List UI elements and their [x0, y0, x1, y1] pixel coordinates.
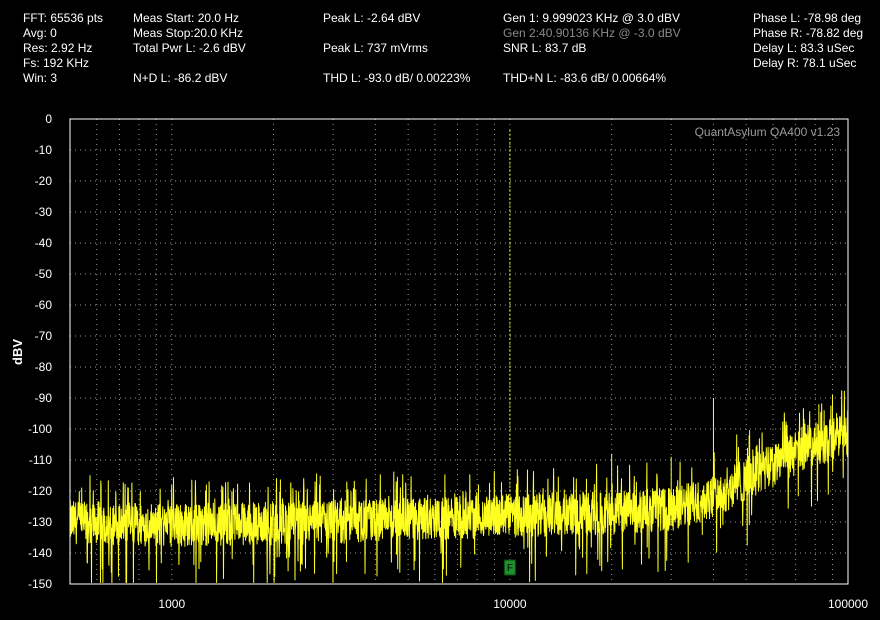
- harmonic-peaks: [509, 128, 834, 516]
- marker-box[interactable]: [503, 559, 516, 576]
- watermark-label: QuantAsylum QA400 v1.23: [695, 125, 841, 139]
- x-tick-label: 1000: [158, 597, 185, 611]
- y-tick-label: -40: [35, 236, 53, 250]
- x-tick-label: 100000: [828, 597, 868, 611]
- y-tick-label: -50: [35, 267, 53, 281]
- marker-label: F: [507, 563, 513, 574]
- stat-total-pwr: Total Pwr L: -2.6 dBV: [133, 41, 246, 55]
- stat-fs: Fs: 192 KHz: [23, 56, 90, 70]
- stat-peak-dbv: Peak L: -2.64 dBV: [323, 11, 421, 25]
- stat-thd: THD L: -93.0 dB/ 0.00223%: [323, 71, 471, 85]
- y-tick-label: -110: [29, 453, 52, 467]
- spectrum-trace: [69, 390, 849, 583]
- y-tick-label: -100: [28, 422, 52, 436]
- plot-frame: [69, 118, 849, 585]
- trace-line: [69, 390, 849, 583]
- y-tick-label: -10: [35, 143, 53, 157]
- stat-peak-mvrms: Peak L: 737 mVrms: [323, 41, 428, 55]
- stat-win: Win: 3: [23, 71, 58, 85]
- y-tick-label: -140: [28, 546, 52, 560]
- y-tick-label: 0: [45, 112, 52, 126]
- stat-delay-r: Delay R: 78.1 uSec: [753, 56, 857, 70]
- y-axis-ticks: 0 -10 -20 -30 -40 -50 -60 -70 -80 -90 -100 -110 -120…: [28, 112, 52, 591]
- stat-avg: Avg: 0: [23, 26, 57, 40]
- stat-meas-start: Meas Start: 20.0 Hz: [133, 11, 240, 25]
- stat-gen2: Gen 2:40.90136 KHz @ -3.0 dBV: [503, 26, 681, 40]
- y-axis-label: dBV: [10, 339, 25, 365]
- y-tick-label: -150: [28, 577, 52, 591]
- stat-phase-r: Phase R: -78.82 deg: [753, 26, 864, 40]
- stat-gen1: Gen 1: 9.999023 KHz @ 3.0 dBV: [503, 11, 680, 25]
- y-tick-label: -60: [35, 298, 53, 312]
- stat-n-plus-d: N+D L: -86.2 dBV: [133, 71, 228, 85]
- stat-res: Res: 2.92 Hz: [23, 41, 93, 55]
- stat-thd-n: THD+N L: -83.6 dB/ 0.00664%: [503, 71, 667, 85]
- stat-meas-stop: Meas Stop:20.0 KHz: [133, 26, 244, 40]
- y-tick-label: -80: [35, 360, 53, 374]
- stat-snr: SNR L: 83.7 dB: [503, 41, 587, 55]
- x-tick-label: 10000: [493, 597, 527, 611]
- fundamental-marker[interactable]: F: [503, 559, 516, 576]
- y-tick-label: -30: [35, 205, 53, 219]
- stat-delay-l: Delay L: 83.3 uSec: [753, 41, 855, 55]
- stat-phase-l: Phase L: -78.98 deg: [753, 11, 862, 25]
- y-tick-label: -70: [35, 329, 53, 343]
- y-tick-label: -120: [28, 484, 52, 498]
- x-axis-ticks: 1000 10000 100000: [158, 597, 868, 611]
- stat-fft: FFT: 65536 pts: [23, 11, 104, 25]
- y-tick-label: -90: [35, 391, 53, 405]
- y-tick-label: -20: [35, 174, 53, 188]
- y-tick-label: -130: [28, 515, 52, 529]
